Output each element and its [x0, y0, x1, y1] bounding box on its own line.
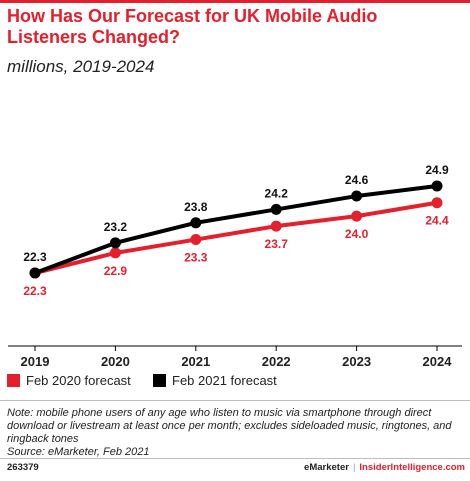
note-line: ringback tones	[7, 433, 79, 445]
data-label: 23.2	[104, 220, 128, 234]
chart-note: Note: mobile phone users of any age who …	[7, 407, 465, 459]
x-tick-label: 2022	[262, 354, 291, 369]
x-tick-label: 2023	[342, 354, 371, 369]
data-label: 23.3	[184, 251, 208, 265]
data-point	[270, 203, 282, 215]
data-point	[270, 220, 282, 232]
divider-top	[0, 400, 470, 401]
data-label: 22.3	[23, 250, 47, 264]
legend-swatch-feb-2021	[153, 374, 166, 387]
series-line-feb-2020	[33, 200, 439, 275]
brand-site: InsiderIntelligence.com	[359, 462, 465, 473]
data-label: 24.2	[265, 186, 289, 200]
series-line-feb-2021	[33, 184, 439, 275]
x-tick-label: 2019	[21, 354, 50, 369]
data-label: 22.3	[23, 284, 47, 298]
top-accent-bar	[0, 0, 470, 3]
legend-item-feb-2020: Feb 2020 forecast	[7, 373, 131, 388]
data-label: 24.0	[345, 227, 369, 241]
data-point	[190, 217, 202, 229]
line-chart: 2019 2020 2021 2022 2023 2024 22.3 22.9 23.3 23.7…	[8, 163, 462, 369]
data-point	[351, 210, 363, 222]
data-label: 24.6	[345, 173, 369, 187]
chart-subtitle: millions, 2019-2024	[7, 57, 155, 76]
note-line: Note: mobile phone users of any age who …	[7, 407, 432, 419]
brand: eMarketer | InsiderIntelligence.com	[304, 462, 465, 473]
legend-label-feb-2021: Feb 2021 forecast	[172, 373, 277, 388]
legend-label-feb-2020: Feb 2020 forecast	[26, 373, 131, 388]
data-label: 24.4	[425, 214, 449, 228]
legend-swatch-feb-2020	[7, 374, 20, 387]
data-point	[190, 234, 202, 246]
data-label: 23.7	[265, 237, 289, 251]
data-point	[109, 237, 121, 249]
data-point	[431, 180, 443, 192]
data-label: 24.9	[425, 163, 449, 177]
data-point	[431, 197, 443, 209]
data-label: 23.8	[184, 200, 208, 214]
x-tick-label: 2020	[101, 354, 130, 369]
brand-emarketer: eMarketer	[304, 462, 349, 473]
data-label: 22.9	[104, 264, 128, 278]
legend-item-feb-2021: Feb 2021 forecast	[153, 373, 277, 388]
chart-id: 263379	[7, 462, 39, 473]
note-line: download or livestream at least once per…	[7, 420, 452, 432]
x-tick-label: 2024	[423, 354, 453, 369]
source-line: Source: eMarketer, Feb 2021	[7, 446, 150, 458]
data-point	[109, 247, 121, 259]
divider-bottom	[0, 458, 470, 459]
data-point	[29, 267, 41, 279]
chart-title: How Has Our Forecast for UK Mobile Audio…	[7, 6, 378, 47]
data-point	[351, 190, 363, 202]
x-tick-label: 2021	[181, 354, 210, 369]
